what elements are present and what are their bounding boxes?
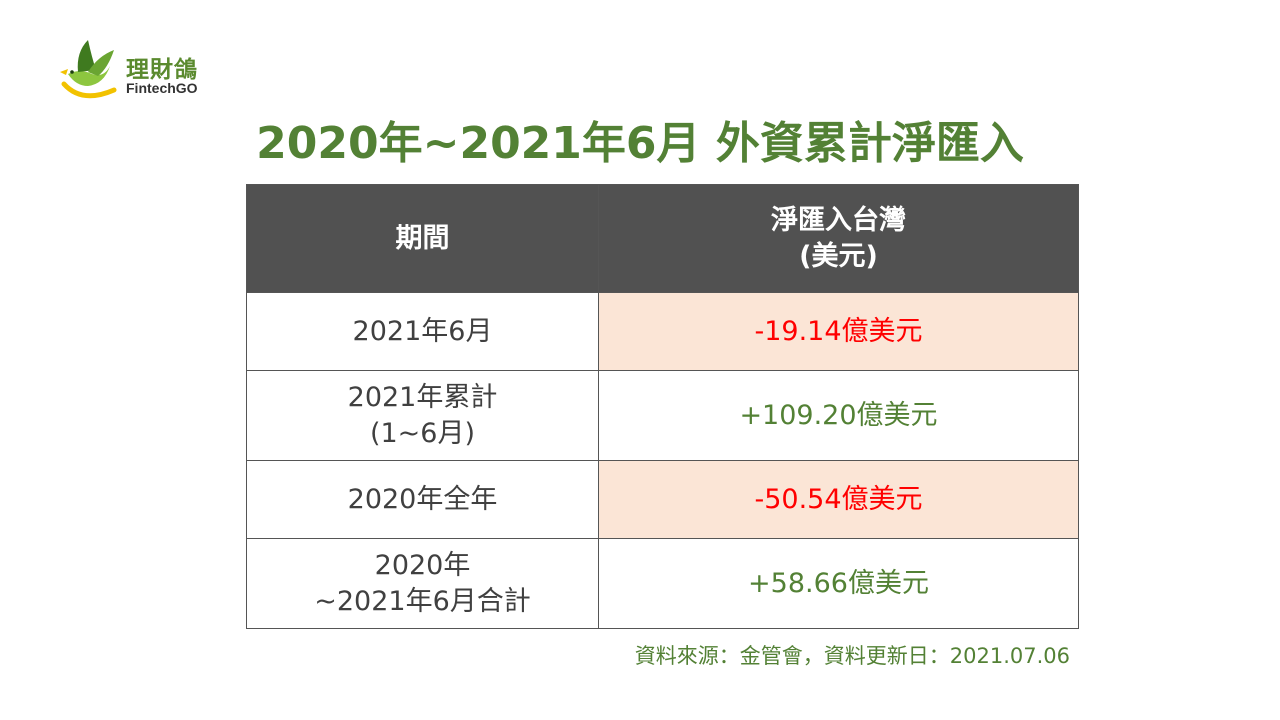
table-row: 2020年全年 -50.54億美元 (246, 460, 1079, 539)
table-row: 2020年 ~2021年6月合計 +58.66億美元 (246, 538, 1079, 629)
period-cell: 2020年 ~2021年6月合計 (246, 538, 599, 629)
data-source-note: 資料來源：金管會，資料更新日：2021.07.06 (634, 644, 1070, 668)
page-title: 2020年~2021年6月 外資累計淨匯入 (256, 118, 1024, 169)
period-cell: 2020年全年 (246, 460, 599, 539)
net-inflow-table: 期間 淨匯入台灣 (美元) 2021年6月 -19.14億美元 2021年累計 … (246, 184, 1079, 629)
table-row: 2021年6月 -19.14億美元 (246, 292, 1079, 371)
table-header-row: 期間 淨匯入台灣 (美元) (246, 184, 1079, 293)
period-cell: 2021年累計 (1~6月) (246, 370, 599, 461)
brand-logo: 理財鴿 FintechGO (58, 38, 218, 104)
value-cell: -19.14億美元 (598, 292, 1079, 371)
value-cell: +58.66億美元 (598, 538, 1079, 629)
logo-name-cn: 理財鴿 (126, 57, 198, 83)
logo-name-en: FintechGO (126, 80, 198, 96)
header-net-inflow: 淨匯入台灣 (美元) (598, 184, 1079, 293)
dove-icon (60, 40, 117, 99)
value-cell: +109.20億美元 (598, 370, 1079, 461)
table-row: 2021年累計 (1~6月) +109.20億美元 (246, 370, 1079, 461)
value-cell: -50.54億美元 (598, 460, 1079, 539)
header-period: 期間 (246, 184, 599, 293)
period-cell: 2021年6月 (246, 292, 599, 371)
